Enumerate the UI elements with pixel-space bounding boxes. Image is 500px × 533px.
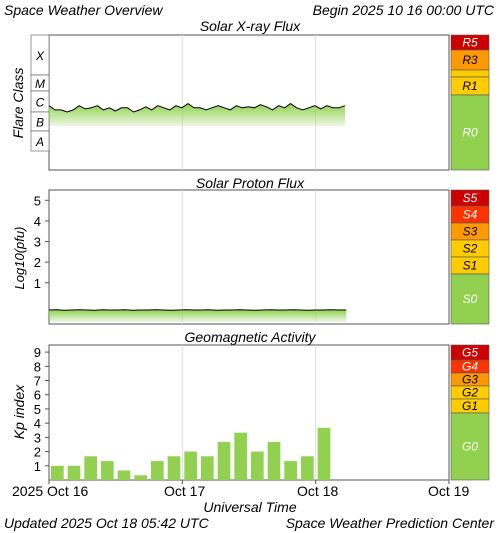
app-title: Space Weather Overview bbox=[4, 2, 163, 18]
xray-class-label-b: B bbox=[36, 116, 44, 130]
proton-frame bbox=[48, 189, 450, 325]
geomag-frame bbox=[48, 344, 450, 481]
xray-class-box-a bbox=[30, 130, 50, 152]
xray-class-label-c: C bbox=[36, 96, 45, 110]
geomag-ytick-5: 5 bbox=[34, 402, 41, 417]
x-tick-oct18: Oct 18 bbox=[297, 483, 339, 499]
updated-label: Updated bbox=[4, 515, 57, 531]
proton-panel-title: Solar Proton Flux bbox=[195, 175, 305, 191]
x-tick-oct16: 2025 Oct 16 bbox=[12, 483, 89, 499]
xray-class-label-x: X bbox=[35, 49, 45, 63]
xray-panel-title: Solar X-ray Flux bbox=[199, 18, 301, 34]
proton-ytick-4: 4 bbox=[34, 214, 41, 229]
kp-bar bbox=[234, 432, 247, 480]
kp-bar bbox=[84, 456, 97, 480]
proton-scale-label-s3: S3 bbox=[463, 225, 478, 239]
geomag-scale-label-g1: G1 bbox=[462, 399, 478, 413]
xray-scale-segment bbox=[450, 94, 490, 171]
geomag-ytick-7: 7 bbox=[34, 374, 41, 389]
proton-ytick-1: 1 bbox=[34, 276, 41, 291]
proton-scale-label-s1: S1 bbox=[463, 259, 478, 273]
source-label: Space Weather Prediction Center bbox=[285, 515, 494, 531]
xray-class-label-m: M bbox=[35, 77, 45, 91]
kp-bar bbox=[51, 465, 64, 480]
x-axis-label: Universal Time bbox=[203, 499, 297, 515]
xray-scale-label-r0: R0 bbox=[462, 126, 478, 140]
kp-bar bbox=[267, 442, 281, 480]
geomag-ytick-9: 9 bbox=[34, 345, 41, 360]
proton-scale-label-s4: S4 bbox=[463, 208, 478, 222]
kp-bar bbox=[117, 470, 131, 480]
kp-bar bbox=[101, 461, 114, 480]
begin-time: 2025 10 16 00:00 UTC bbox=[352, 2, 494, 18]
xray-scale-label-r1: R1 bbox=[462, 79, 477, 93]
geomag-scale-label-g3: G3 bbox=[462, 373, 478, 387]
xray-scale-segment bbox=[450, 69, 490, 78]
proton-scale-label-s2: S2 bbox=[463, 242, 478, 256]
proton-ytick-3: 3 bbox=[34, 235, 41, 250]
xray-scale-label-r3: R3 bbox=[462, 53, 478, 67]
proton-scale-segment bbox=[450, 273, 490, 325]
x-tick-oct19: Oct 19 bbox=[428, 483, 470, 499]
geomag-panel-title: Geomagnetic Activity bbox=[184, 329, 316, 345]
kp-bar bbox=[201, 456, 214, 480]
geomag-ytick-6: 6 bbox=[34, 388, 41, 403]
kp-bar bbox=[251, 451, 264, 480]
geomag-ytick-3: 3 bbox=[34, 430, 41, 445]
geomag-ytick-2: 2 bbox=[34, 445, 41, 460]
xray-flux-line bbox=[48, 102, 346, 113]
proton-flux-area bbox=[49, 309, 347, 322]
xray-class-label-a: A bbox=[35, 135, 44, 149]
xray-ylabel: Flare Class bbox=[10, 68, 26, 139]
proton-scale-label-s0: S0 bbox=[463, 292, 478, 306]
geomag-ylabel: Kp index bbox=[11, 384, 27, 439]
geomag-ytick-1: 1 bbox=[34, 459, 41, 474]
proton-scale-label-s5: S5 bbox=[463, 191, 478, 205]
kp-bar bbox=[217, 442, 231, 480]
x-tick-oct17: Oct 17 bbox=[164, 483, 206, 499]
kp-bar bbox=[301, 456, 314, 480]
updated-time: 2025 Oct 18 05:42 UTC bbox=[60, 515, 209, 531]
updated-group: Updated 2025 Oct 18 05:42 UTC bbox=[4, 515, 209, 531]
kp-bar bbox=[167, 456, 181, 480]
xray-frame bbox=[48, 34, 450, 171]
geomag-ytick-4: 4 bbox=[34, 416, 41, 431]
geomag-scale-label-g0: G0 bbox=[462, 440, 478, 454]
proton-ytick-2: 2 bbox=[34, 255, 41, 270]
geomag-scale-label-g5: G5 bbox=[462, 346, 478, 360]
geomag-scale-segment bbox=[450, 412, 490, 481]
kp-bar bbox=[67, 465, 81, 480]
kp-bar bbox=[184, 451, 197, 480]
proton-ylabel: Log10(pfu) bbox=[12, 227, 27, 290]
kp-bar bbox=[284, 461, 297, 480]
begin-time-group: Begin 2025 10 16 00:00 UTC bbox=[313, 2, 494, 18]
geomag-scale-label-g4: G4 bbox=[462, 360, 478, 374]
geomag-ytick-8: 8 bbox=[34, 359, 41, 374]
geomag-scale-label-g2: G2 bbox=[462, 386, 478, 400]
begin-label: Begin bbox=[312, 2, 349, 18]
kp-bar bbox=[317, 427, 331, 480]
kp-bar bbox=[151, 461, 164, 480]
xray-scale-label-r5: R5 bbox=[462, 36, 478, 50]
kp-bar bbox=[134, 475, 147, 480]
proton-ytick-5: 5 bbox=[34, 193, 41, 208]
